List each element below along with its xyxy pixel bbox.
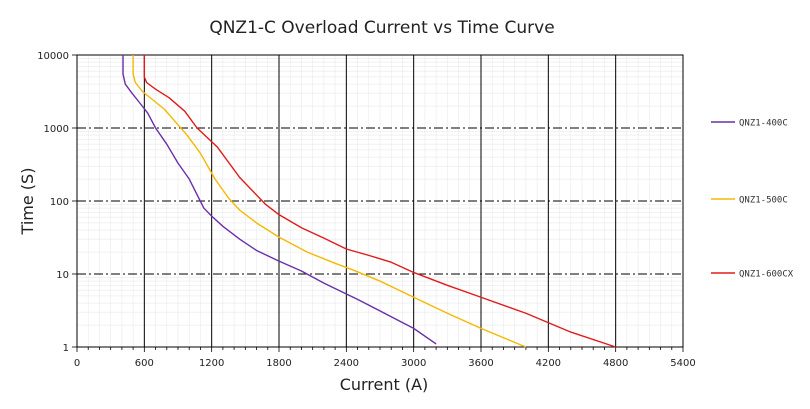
x-tick-label: 1200 [199,358,224,369]
chart-title: QNZ1-C Overload Current vs Time Curve [209,18,554,38]
x-tick-label: 5400 [670,358,695,369]
y-axis-ticks: 1 10 100 1000 10000 [37,51,77,354]
y-axis-title: Time (S) [18,168,37,236]
legend-label-2: QNZ1-500C [739,196,788,206]
x-axis-ticks: 0 600 1200 1800 2400 3000 3600 4200 4800 5400 [74,347,696,369]
x-tick-label: 1800 [266,358,291,369]
x-tick-label: 4200 [536,358,561,369]
series-line-1 [122,55,437,345]
x-tick-label: 2400 [334,358,359,369]
y-tick-label: 10000 [37,51,69,62]
x-tick-label: 0 [74,358,80,369]
minor-grid [77,55,683,347]
series-line-3 [143,55,616,348]
x-tick-label: 600 [135,358,154,369]
x-tick-label: 3600 [468,358,493,369]
y-tick-label: 1000 [44,124,69,135]
y-tick-label: 100 [50,197,69,208]
x-tick-label: 3000 [401,358,426,369]
major-grid [77,55,683,347]
y-tick-label: 10 [56,270,69,281]
legend-label-3: QNZ1-600CX [739,270,794,280]
x-axis-title: Current (A) [340,375,429,394]
legend-label-1: QNZ1-400C [739,119,788,129]
legend: QNZ1-400C QNZ1-500C QNZ1-600CX [711,119,794,280]
y-tick-label: 1 [63,343,69,354]
x-tick-label: 4800 [603,358,628,369]
series-layer [122,55,616,348]
series-line-2 [132,55,527,348]
